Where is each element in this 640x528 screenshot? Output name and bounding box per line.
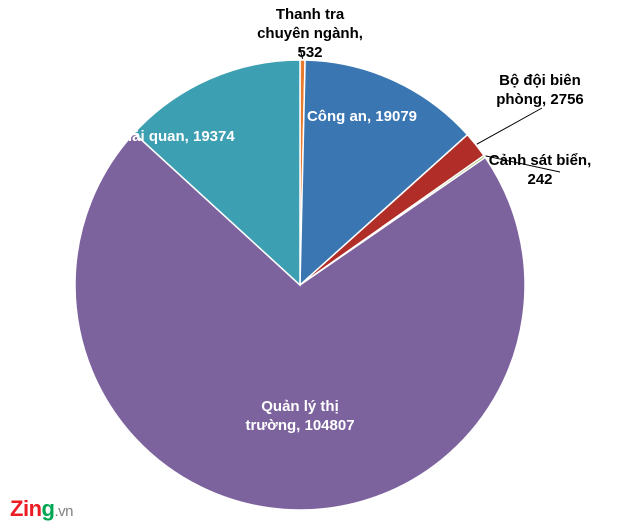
pie-chart-svg — [0, 0, 640, 528]
logo-tld: .vn — [54, 503, 73, 520]
leader-line — [300, 48, 303, 59]
logo-z: Z — [10, 496, 23, 521]
leader-line — [477, 108, 542, 144]
logo-g: g — [42, 496, 55, 521]
pie-chart-container: Công an, 19079 Quản lý thị trường, 10480… — [0, 0, 640, 528]
leader-line — [485, 156, 560, 172]
watermark-logo: Zing.vn — [10, 496, 73, 522]
